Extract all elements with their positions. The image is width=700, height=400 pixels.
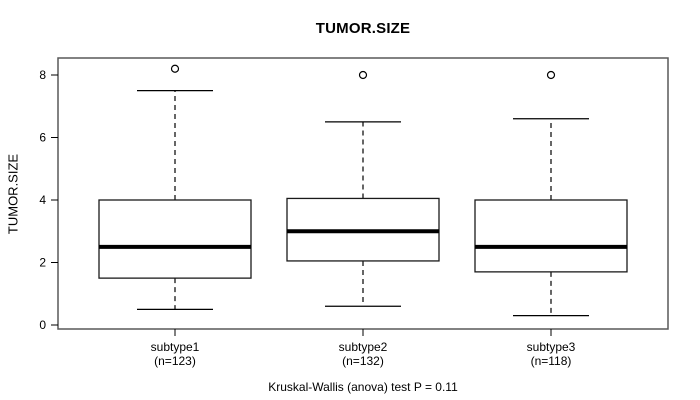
y-axis-tick-label: 0: [39, 318, 46, 332]
iqr-box-subtype3: [474, 199, 628, 273]
stat-test-footer: Kruskal-Wallis (anova) test P = 0.11: [268, 380, 458, 394]
y-axis-tick-label: 8: [39, 68, 46, 82]
iqr-box-subtype1: [98, 199, 252, 279]
outlier-point-subtype1: [170, 64, 180, 73]
y-axis-tick-label: 6: [39, 131, 46, 145]
outlier-point-subtype3: [546, 70, 556, 80]
category-label-subtype2: subtype2: [339, 340, 388, 354]
y-axis-tick-label: 4: [39, 193, 46, 207]
y-axis-tick-label: 2: [39, 256, 46, 270]
category-label-subtype3: subtype3: [527, 340, 576, 354]
category-count-label-subtype3: (n=118): [531, 354, 572, 368]
chart-title: TUMOR.SIZE: [315, 20, 411, 37]
category-label-subtype1: subtype1: [151, 340, 200, 354]
outlier-point-subtype2: [358, 70, 368, 80]
category-count-label-subtype2: (n=132): [342, 354, 384, 368]
category-count-label-subtype1: (n=123): [154, 354, 196, 368]
